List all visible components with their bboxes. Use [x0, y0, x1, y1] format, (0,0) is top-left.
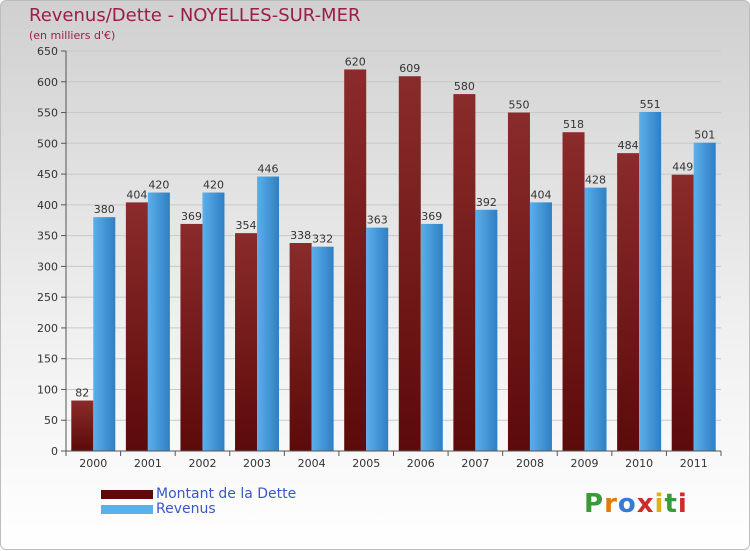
y-tick-label: 600: [37, 76, 58, 89]
data-label-dette: 404: [126, 188, 147, 201]
bar-revenus-2004: [311, 246, 334, 451]
bar-dette-2011: [671, 174, 694, 451]
data-label-revenus: 332: [312, 233, 333, 246]
y-tick-label: 550: [37, 107, 58, 120]
data-label-dette: 354: [236, 219, 257, 232]
bar-dette-2004: [289, 243, 312, 451]
data-label-dette: 550: [508, 99, 529, 112]
data-label-dette: 580: [454, 80, 475, 93]
logo-letter: x: [636, 489, 655, 519]
bar-revenus-2005: [366, 227, 389, 451]
proxiti-logo: Proxiti: [584, 489, 688, 519]
bar-dette-2000: [71, 400, 94, 451]
logo-letter: i: [654, 489, 665, 519]
data-label-revenus: 551: [640, 98, 661, 111]
data-label-revenus: 380: [94, 203, 115, 216]
data-label-revenus: 363: [367, 214, 388, 227]
bar-dette-2010: [617, 153, 640, 451]
bar-dette-2001: [125, 202, 148, 451]
bar-revenus-2011: [693, 142, 716, 451]
bar-dette-2006: [398, 76, 421, 451]
data-label-dette: 449: [672, 161, 693, 174]
legend-swatch-dette: [101, 489, 153, 499]
x-tick-label: 2006: [407, 457, 435, 470]
bar-revenus-2003: [257, 176, 280, 452]
bar-dette-2003: [235, 233, 258, 451]
bar-revenus-2007: [475, 209, 498, 451]
chart-subtitle: (en milliers d'€): [29, 29, 116, 42]
chart-title: Revenus/Dette - NOYELLES-SUR-MER: [29, 5, 361, 26]
bar-dette-2002: [180, 223, 203, 451]
logo-letter: i: [677, 489, 688, 519]
bar-dette-2009: [562, 132, 585, 451]
y-tick-label: 200: [37, 322, 58, 335]
x-tick-label: 2004: [298, 457, 326, 470]
y-tick-label: 100: [37, 383, 58, 396]
data-label-revenus: 392: [476, 196, 497, 209]
data-label-revenus: 404: [530, 188, 551, 201]
y-tick-label: 500: [37, 137, 58, 150]
bar-dette-2005: [344, 69, 367, 451]
data-label-revenus: 428: [585, 174, 606, 187]
legend-item-dette: Montant de la Dette: [101, 487, 296, 502]
y-tick-label: 350: [37, 230, 58, 243]
bar-revenus-2000: [93, 217, 116, 451]
y-tick-label: 650: [37, 45, 58, 58]
legend-label-dette: Montant de la Dette: [156, 486, 297, 502]
bar-revenus-2010: [639, 111, 662, 451]
logo-letter: t: [664, 489, 678, 519]
data-label-dette: 369: [181, 210, 202, 223]
y-tick-label: 400: [37, 199, 58, 212]
y-tick-label: 0: [51, 445, 58, 458]
data-label-dette: 338: [290, 229, 311, 242]
legend-label-revenus: Revenus: [156, 501, 216, 517]
y-tick-label: 300: [37, 260, 58, 273]
legend: Montant de la Dette Revenus: [101, 487, 296, 517]
bar-revenus-2002: [202, 192, 225, 452]
x-tick-label: 2007: [461, 457, 489, 470]
data-label-dette: 484: [618, 139, 639, 152]
x-tick-label: 2003: [243, 457, 271, 470]
data-label-dette: 82: [75, 387, 89, 400]
data-label-revenus: 420: [148, 179, 169, 192]
y-tick-label: 450: [37, 168, 58, 181]
x-tick-label: 2011: [680, 457, 708, 470]
logo-letter: o: [617, 489, 637, 519]
y-tick-label: 150: [37, 353, 58, 366]
data-label-revenus: 501: [694, 129, 715, 142]
data-label-revenus: 420: [203, 179, 224, 192]
bar-dette-2007: [453, 94, 476, 452]
x-tick-label: 2005: [352, 457, 380, 470]
bar-revenus-2006: [420, 223, 443, 451]
bar-revenus-2001: [147, 192, 170, 452]
bar-dette-2008: [507, 112, 530, 452]
data-label-dette: 620: [345, 55, 366, 68]
y-tick-label: 50: [44, 414, 58, 427]
bar-revenus-2008: [529, 202, 552, 451]
data-label-dette: 518: [563, 118, 584, 131]
x-tick-label: 2009: [571, 457, 599, 470]
data-label-revenus: 446: [258, 163, 279, 176]
data-label-dette: 609: [399, 62, 420, 75]
bar-revenus-2009: [584, 187, 607, 451]
y-tick-label: 250: [37, 291, 58, 304]
logo-letter: r: [604, 489, 618, 519]
logo-letter: P: [584, 489, 605, 519]
legend-item-revenus: Revenus: [101, 502, 296, 517]
data-label-revenus: 369: [421, 210, 442, 223]
x-tick-label: 2008: [516, 457, 544, 470]
x-tick-label: 2000: [79, 457, 107, 470]
legend-swatch-revenus: [101, 504, 153, 514]
x-tick-label: 2001: [134, 457, 162, 470]
x-tick-label: 2002: [188, 457, 216, 470]
x-tick-label: 2010: [625, 457, 653, 470]
